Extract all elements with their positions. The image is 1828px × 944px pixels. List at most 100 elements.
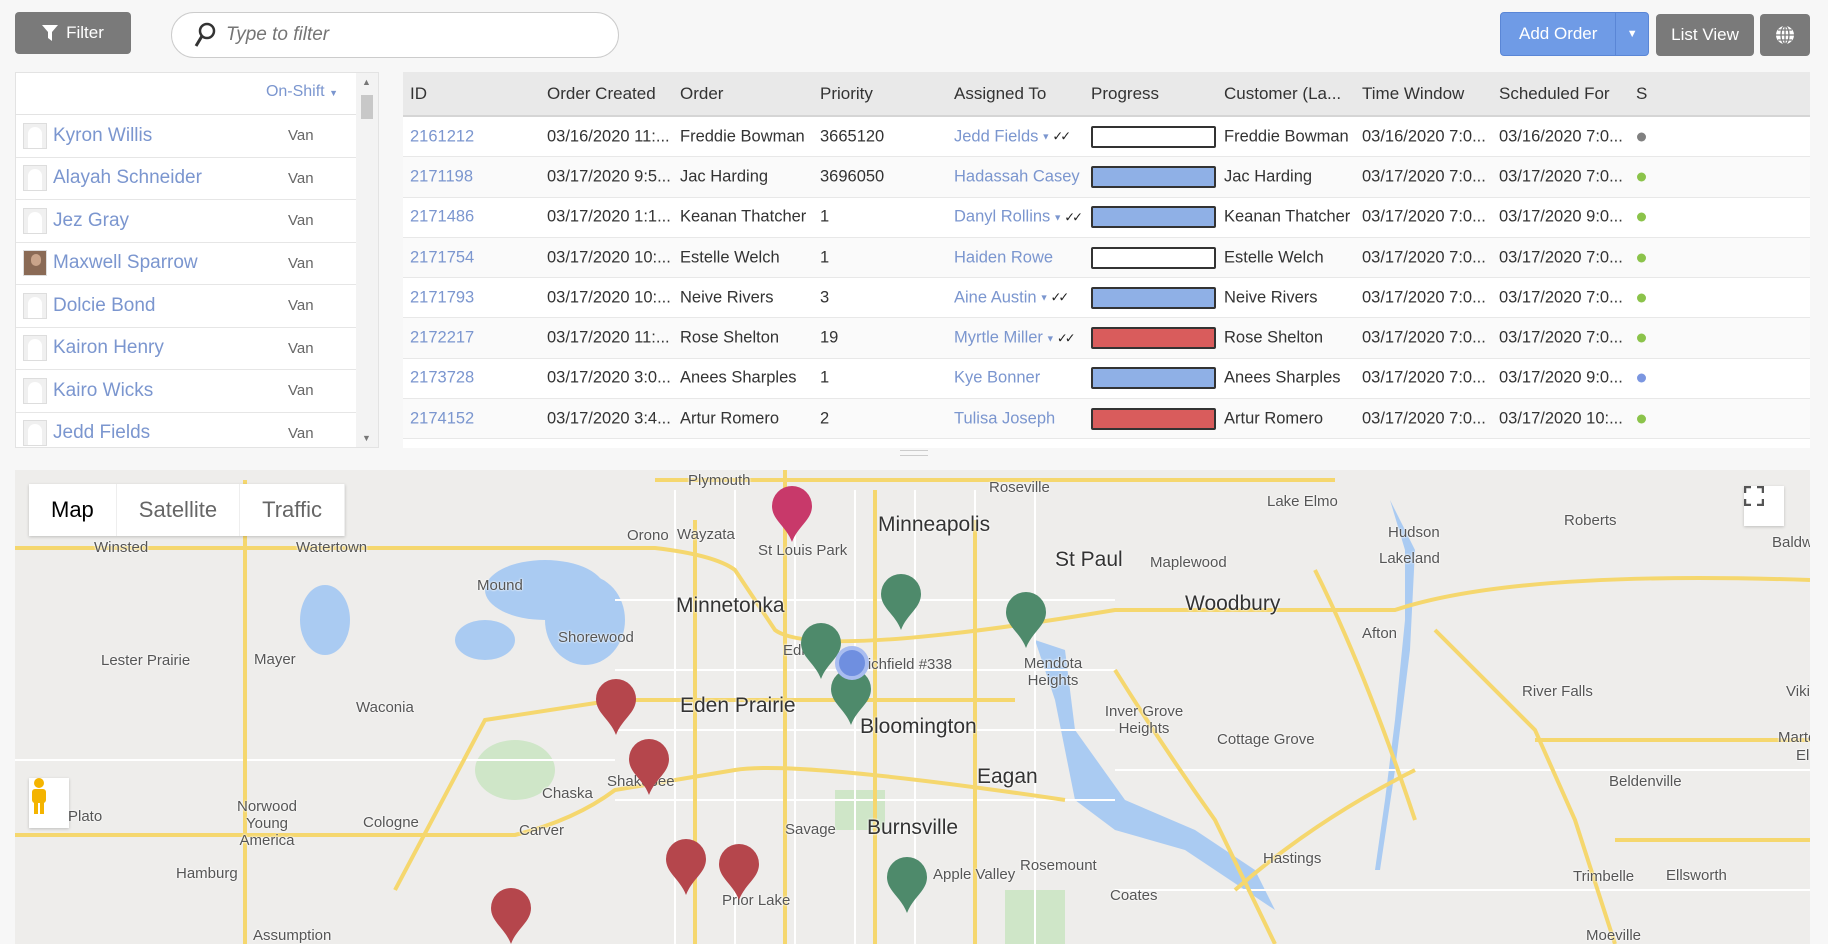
assign-actions[interactable]: ▼ ✓✓ [1053,209,1083,225]
cell-assigned[interactable]: Jedd Fields [954,127,1039,146]
column-header[interactable]: Customer (La... [1224,83,1342,103]
map-label: Eden Prairie [680,694,796,717]
cell-assigned[interactable]: Kye Bonner [954,368,1041,387]
map-marker[interactable] [801,623,841,679]
chevron-down-icon[interactable]: ▼ [1053,212,1063,223]
chevron-down-icon[interactable]: ▼ [1039,292,1049,303]
column-header[interactable]: Order [680,83,724,103]
map-label: Bloomington [860,715,977,738]
map-marker[interactable] [596,679,636,735]
table-row[interactable]: 2173728 03/17/2020 3:0... Anees Sharples 1 K… [403,359,1810,400]
driver-row[interactable]: Maxwell Sparrow Van [16,243,356,285]
column-header[interactable]: Assigned To [954,83,1047,103]
driver-row[interactable]: Jedd Fields Van [16,413,356,448]
map-type-satellite[interactable]: Satellite [117,484,241,536]
cell-assigned[interactable]: Aine Austin [954,288,1037,307]
driver-name[interactable]: Kairo Wicks [53,379,154,401]
driver-row[interactable]: Dolcie Bond Van [16,285,356,328]
map-label: Carver [519,822,565,839]
column-header[interactable]: Time Window [1362,83,1465,103]
column-header[interactable]: Order Created [547,83,656,103]
assign-actions[interactable]: ▼ ✓✓ [1041,129,1071,145]
map-marker[interactable] [772,486,812,542]
table-row[interactable]: 2171793 03/17/2020 10:... Neive Rivers 3 Ain… [403,278,1810,319]
table-row[interactable]: 2171754 03/17/2020 10:... Estelle Welch 1 Ha… [403,237,1810,279]
map-marker[interactable] [719,844,759,900]
location-hub[interactable] [835,646,869,680]
cell-id[interactable]: 2171198 [410,167,474,186]
column-header[interactable]: ID [410,83,427,103]
cell-scheduled: 03/17/2020 9:0... [1499,368,1623,387]
cell-id[interactable]: 2174152 [410,409,475,428]
chevron-down-icon[interactable]: ▼ [1045,333,1055,344]
map-label: Hudson [1388,524,1440,541]
driver-name[interactable]: Kyron Willis [53,124,153,146]
column-header[interactable]: Progress [1091,83,1160,103]
progress-bar [1091,407,1216,430]
map-marker[interactable] [881,574,921,630]
status-dot [1637,373,1646,383]
assign-actions[interactable]: ▼ ✓✓ [1039,290,1070,306]
map-marker[interactable] [831,669,871,725]
map-label: Martell [1778,729,1810,746]
add-order-dropdown[interactable]: ▼ [1615,13,1648,55]
assign-actions[interactable]: ▼ ✓✓ [1045,330,1076,346]
cell-assigned[interactable]: Haiden Rowe [954,248,1054,267]
map-type-map[interactable]: Map [29,484,117,536]
cell-id[interactable]: 2171486 [410,207,475,226]
table-row[interactable]: 2171486 03/17/2020 1:1... Keanan Thatcher 1… [403,198,1810,238]
driver-vehicle: Van [288,382,314,400]
driver-name[interactable]: Jedd Fields [53,422,151,444]
map-type-traffic[interactable]: Traffic [240,484,345,536]
map[interactable]: Plymouth Minneapolis St Louis Park Rosevill… [15,470,1810,944]
map-marker[interactable] [629,739,669,795]
on-shift-sort[interactable]: On-Shift ▼ [266,83,338,101]
driver-row[interactable]: Kairo Wicks Van [16,370,356,413]
driver-row[interactable]: Jez Gray Van [16,200,356,243]
driver-name[interactable]: Maxwell Sparrow [53,252,198,274]
cell-priority: 1 [820,368,830,387]
panel-resize-handle[interactable] [900,450,928,456]
map-marker[interactable] [887,857,927,913]
driver-row[interactable]: Kyron Willis Van [16,115,356,158]
cell-id[interactable]: 2161212 [410,127,475,146]
add-order-button[interactable]: Add Order ▼ [1500,12,1649,56]
filter-button[interactable]: Filter [15,12,131,54]
driver-name[interactable]: Kairon Henry [53,337,164,359]
cell-window: 03/17/2020 7:0... [1362,248,1486,267]
cell-assigned[interactable]: Myrtle Miller [954,328,1043,347]
cell-assigned[interactable]: Hadassah Casey [954,167,1080,186]
column-header[interactable]: Scheduled For [1499,83,1610,103]
map-marker[interactable] [491,888,531,944]
map-marker[interactable] [1006,592,1046,648]
globe-button[interactable] [1760,14,1810,56]
driver-name[interactable]: Dolcie Bond [53,294,156,316]
map-marker[interactable] [666,839,706,895]
column-header[interactable]: S [1636,83,1648,103]
map-pin-icon [1006,592,1046,648]
table-row[interactable]: 2174152 03/17/2020 3:4... Artur Romero 2 Tul… [403,399,1810,440]
fullscreen-button[interactable] [1744,486,1784,526]
map-label: Orono [627,527,669,544]
driver-row[interactable]: Kairon Henry Van [16,328,356,370]
cell-id[interactable]: 2171793 [410,288,475,307]
cell-assigned[interactable]: Tulisa Joseph [954,409,1056,428]
table-row[interactable]: 2172217 03/17/2020 11:... Rose Shelton 19 My… [403,318,1810,359]
driver-list-scrollbar[interactable]: ▲ ▼ [356,73,378,447]
table-row[interactable]: 2171198 03/17/2020 9:5... Jac Harding 36960… [403,157,1810,198]
search-input[interactable] [226,24,606,46]
chevron-down-icon[interactable]: ▼ [1041,131,1051,142]
street-view-pegman[interactable] [29,778,69,828]
driver-name[interactable]: Jez Gray [53,209,130,231]
cell-assigned[interactable]: Danyl Rollins [954,207,1051,226]
search-box[interactable] [171,12,619,58]
table-row[interactable]: 2161212 03/16/2020 11:... Freddie Bowman 36… [403,117,1810,158]
map-label: Mayer [254,651,296,668]
driver-name[interactable]: Alayah Schneider [53,167,202,189]
list-view-button[interactable]: List View [1656,14,1754,56]
column-header[interactable]: Priority [820,83,873,103]
driver-row[interactable]: Alayah Schneider Van [16,158,356,200]
cell-id[interactable]: 2171754 [410,248,475,267]
cell-id[interactable]: 2172217 [410,328,475,347]
cell-id[interactable]: 2173728 [410,368,475,387]
